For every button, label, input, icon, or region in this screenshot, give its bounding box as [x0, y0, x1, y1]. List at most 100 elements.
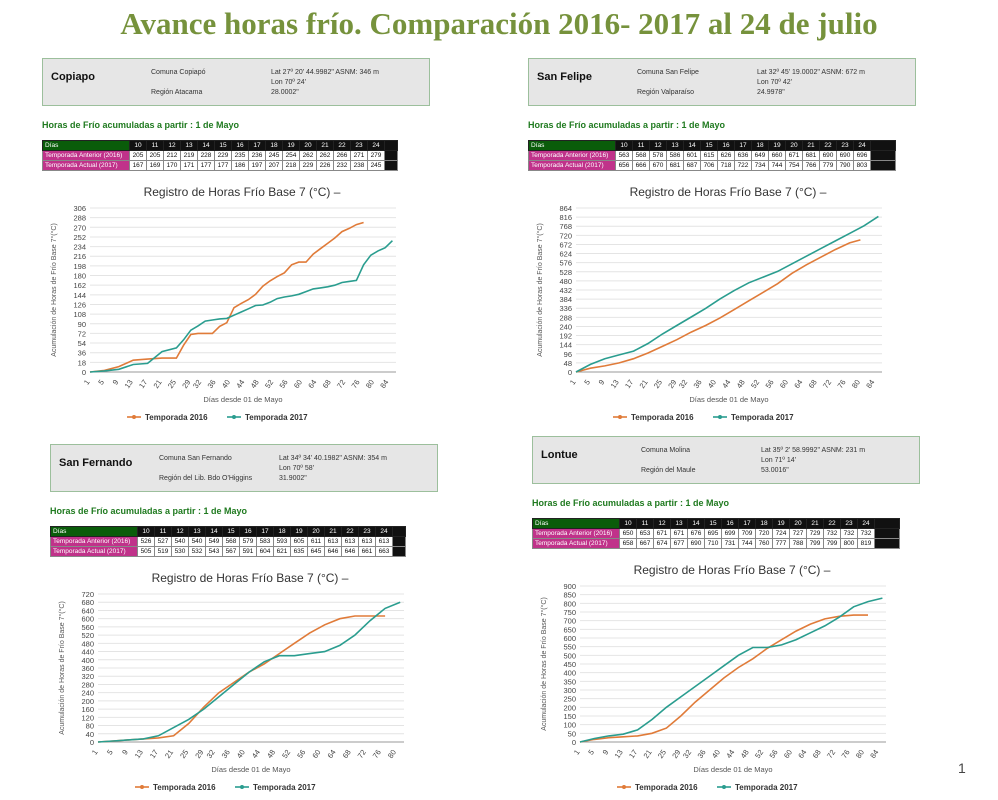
- station-lon: Lon 70º 24': [271, 79, 307, 86]
- table-cell: 18: [755, 518, 773, 529]
- table-pad: [384, 150, 398, 161]
- x-tick-label: 40: [235, 748, 247, 760]
- row-label: Temporada Actual (2017): [532, 538, 620, 549]
- x-tick-label: 9: [597, 378, 607, 387]
- y-tick-label: 600: [563, 634, 576, 643]
- table-cell: 690: [836, 150, 854, 161]
- table-cell: 803: [853, 160, 871, 171]
- legend-marker: [140, 785, 144, 789]
- y-tick-label: 850: [563, 591, 576, 600]
- table-cell: 722: [734, 160, 752, 171]
- table-cell: 14: [687, 518, 705, 529]
- x-tick-label: 76: [349, 378, 361, 390]
- legend-label: Temporada 2016: [631, 413, 694, 422]
- y-tick-label: 672: [559, 240, 572, 249]
- row-label: Días: [42, 140, 130, 151]
- row-label: Días: [532, 518, 620, 529]
- x-tick-label: 13: [133, 748, 145, 760]
- table-cell: 621: [273, 546, 291, 557]
- y-tick-label: 240: [559, 322, 572, 331]
- line-chart: Registro de Horas Frío Base 7 (°C) –0489…: [536, 185, 882, 422]
- y-tick-label: 48: [564, 359, 572, 368]
- x-tick-label: 32: [681, 748, 693, 760]
- table-cell: 21: [802, 140, 820, 151]
- table-cell: 744: [738, 538, 756, 549]
- y-tick-label: 384: [559, 295, 572, 304]
- table-cell: 186: [231, 160, 249, 171]
- line-chart: Registro de Horas Frío Base 7 (°C) –0408…: [58, 571, 404, 792]
- station-panel-san-fernando: San Fernando Comuna San Fernando Región de…: [50, 444, 440, 800]
- series-line-2017: [575, 215, 879, 373]
- table-cell: 709: [738, 528, 756, 539]
- x-tick-label: 48: [735, 378, 747, 390]
- table-cell: 519: [154, 546, 172, 557]
- table-cell: 20: [299, 140, 317, 151]
- row-label: Temporada Anterior (2016): [528, 150, 616, 161]
- table-cell: 671: [785, 150, 803, 161]
- series-line-2016: [579, 614, 868, 743]
- table-cell: 690: [687, 538, 705, 549]
- table-cell: 578: [649, 150, 667, 161]
- table-pad: [874, 528, 900, 539]
- x-tick-label: 48: [249, 378, 261, 390]
- line-chart: Registro de Horas Frío Base 7 (°C) –0501…: [540, 563, 886, 792]
- y-tick-label: 288: [73, 214, 86, 223]
- station-lat: Lat 32º 45' 19.0002" ASNM: 672 m: [757, 69, 865, 76]
- table-pad: [384, 140, 398, 151]
- x-tick-label: 64: [796, 748, 808, 760]
- hf-title: Horas de Frío acumuladas a partir : 1 de…: [42, 120, 240, 130]
- station-lat: Lat 27º 20' 44.9982" ASNM: 346 m: [271, 69, 379, 76]
- table-cell: 10: [615, 140, 633, 151]
- station-panel-san-felipe: San Felipe Comuna San Felipe Región Valpar…: [528, 58, 918, 430]
- y-tick-label: 560: [81, 623, 94, 632]
- y-axis-label: Acumulación de Horas de Frío Base 7°(°C): [536, 223, 544, 357]
- table-cell: 687: [683, 160, 701, 171]
- y-tick-label: 36: [78, 349, 86, 358]
- table-pad: [874, 518, 900, 529]
- table-cell: 671: [670, 528, 688, 539]
- table-cell: 11: [632, 140, 650, 151]
- station-name: Lontue: [541, 449, 578, 461]
- x-tick-label: 76: [371, 748, 383, 760]
- table-cell: 732: [840, 528, 858, 539]
- table-cell: 779: [819, 160, 837, 171]
- table-cell: 799: [823, 538, 841, 549]
- x-tick-label: 44: [724, 748, 736, 760]
- table-cell: 22: [341, 526, 359, 537]
- table-cell: 766: [802, 160, 820, 171]
- legend-label: Temporada 2017: [731, 413, 794, 422]
- y-tick-label: 40: [86, 730, 94, 739]
- y-tick-label: 160: [81, 705, 94, 714]
- x-tick-label: 80: [386, 748, 398, 760]
- y-tick-label: 500: [563, 651, 576, 660]
- y-tick-label: 680: [81, 598, 94, 607]
- legend-marker: [622, 785, 626, 789]
- line-chart: Registro de Horas Frío Base 7 (°C) –0183…: [50, 185, 396, 422]
- x-tick-label: 64: [325, 748, 337, 760]
- legend-marker: [618, 415, 622, 419]
- y-tick-label: 250: [563, 695, 576, 704]
- table-cell: 505: [137, 546, 155, 557]
- row-label: Temporada Anterior (2016): [532, 528, 620, 539]
- x-tick-label: 68: [811, 748, 823, 760]
- table-cell: 732: [823, 528, 841, 539]
- x-tick-label: 29: [666, 378, 678, 390]
- table-cell: 232: [333, 160, 351, 171]
- y-tick-label: 528: [559, 268, 572, 277]
- chart-title: Registro de Horas Frío Base 7 (°C) –: [144, 185, 341, 199]
- x-tick-label: 44: [234, 378, 246, 390]
- y-tick-label: 200: [81, 697, 94, 706]
- x-tick-label: 5: [96, 378, 106, 387]
- x-tick-label: 84: [378, 378, 390, 390]
- table-cell: 613: [358, 536, 376, 547]
- table-cell: 20: [789, 518, 807, 529]
- table-cell: 19: [772, 518, 790, 529]
- legend-marker: [232, 415, 236, 419]
- table-cell: 613: [341, 536, 359, 547]
- x-tick-label: 32: [205, 748, 217, 760]
- table-cell: 710: [704, 538, 722, 549]
- table-cell: 706: [700, 160, 718, 171]
- y-tick-label: 576: [559, 259, 572, 268]
- slide-title: Avance horas frío. Comparación 2016- 201…: [120, 6, 878, 41]
- table-cell: 10: [619, 518, 637, 529]
